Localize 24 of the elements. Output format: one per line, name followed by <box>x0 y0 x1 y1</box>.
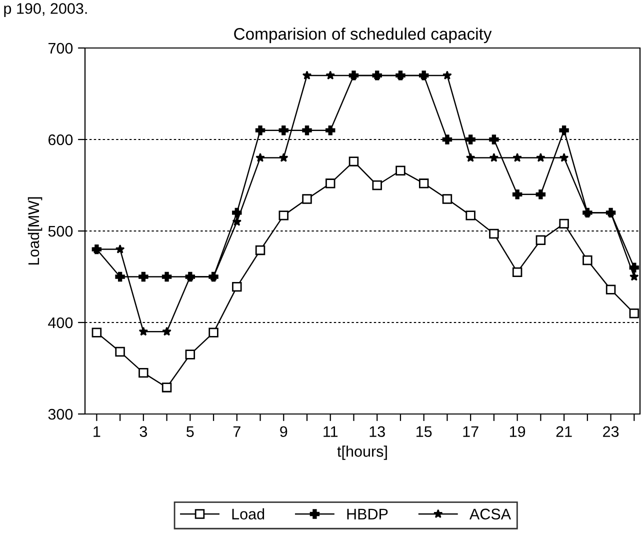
x-tick-label: 19 <box>510 426 526 438</box>
legend-label: ACSA <box>469 508 512 520</box>
y-axis-title: Load[MW] <box>28 197 42 265</box>
x-tick-label: 9 <box>280 426 288 438</box>
x-tick-label: 15 <box>416 426 432 438</box>
x-tick-label: 17 <box>463 426 478 437</box>
x-tick-label: 23 <box>603 426 619 438</box>
x-tick-label: 7 <box>233 426 240 437</box>
chart-title: Comparision of scheduled capacity <box>234 28 492 44</box>
legend-label: HBDP <box>347 508 388 520</box>
legend-label: Load <box>232 508 264 520</box>
text: p 190, 2003. <box>4 3 87 17</box>
y-tick-label: 500 <box>48 226 73 237</box>
y-tick-label: 300 <box>48 408 73 420</box>
x-axis-title: t[hours] <box>337 446 387 460</box>
y-tick-label: 400 <box>48 317 73 328</box>
y-tick-label: 600 <box>48 134 73 146</box>
x-tick-label: 5 <box>186 426 194 438</box>
x-tick-label: 21 <box>556 426 572 437</box>
x-tick-label: 1 <box>94 426 100 437</box>
y-tick-label: 700 <box>48 42 73 54</box>
x-tick-label: 13 <box>370 426 385 438</box>
x-tick-label: 11 <box>324 426 338 437</box>
x-tick-label: 3 <box>140 426 147 438</box>
